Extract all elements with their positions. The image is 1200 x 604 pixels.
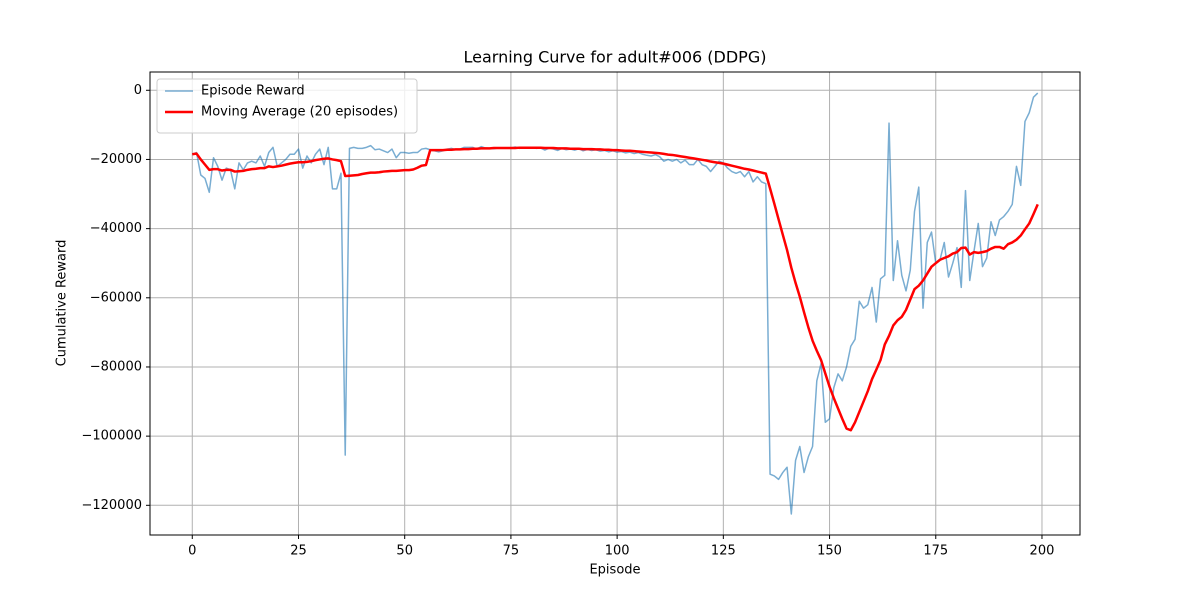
x-tick-label: 125 — [711, 544, 736, 559]
y-tick-label: −20000 — [90, 152, 142, 167]
x-tick-label: 50 — [396, 544, 413, 559]
y-tick-label: −120000 — [81, 498, 142, 513]
x-tick-label: 75 — [503, 544, 520, 559]
plot-frame — [149, 71, 1081, 536]
y-tick-label: −100000 — [81, 429, 142, 444]
x-axis-label: Episode — [589, 563, 640, 578]
series-line — [191, 92, 1039, 515]
x-tick-label: 175 — [923, 544, 948, 559]
legend-box — [156, 78, 418, 134]
x-tick-label: 150 — [817, 544, 842, 559]
y-tick-label: −40000 — [90, 221, 142, 236]
x-tick-label: 0 — [188, 544, 196, 559]
y-tick-label: −60000 — [90, 290, 142, 305]
chart-title: Learning Curve for adult#006 (DDPG) — [464, 48, 767, 67]
y-tick-label: 0 — [134, 83, 142, 98]
y-tick-label: −80000 — [90, 359, 142, 374]
legend-label: Moving Average (20 episodes) — [201, 105, 398, 120]
y-axis-label: Cumulative Reward — [55, 240, 70, 367]
x-tick-label: 25 — [290, 544, 307, 559]
x-tick-label: 200 — [1030, 544, 1055, 559]
legend-label: Episode Reward — [201, 84, 305, 99]
x-tick-label: 100 — [605, 544, 630, 559]
series-line — [192, 146, 1039, 432]
